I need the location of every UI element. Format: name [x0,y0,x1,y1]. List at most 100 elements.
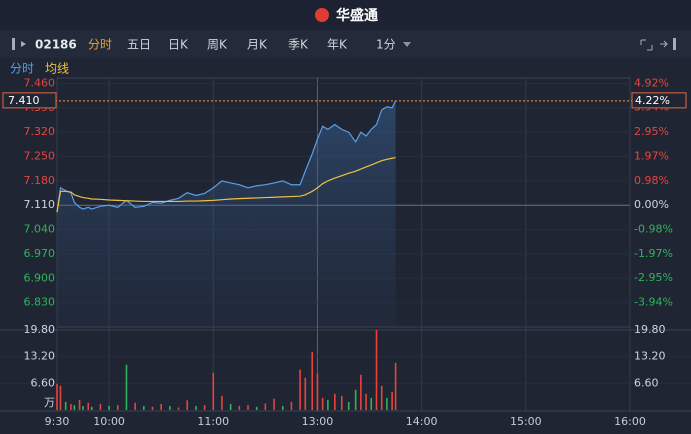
toolbar [0,30,691,58]
volume-bar [370,397,373,410]
volume-bar [87,402,90,410]
y-tick-label: 6.900 [24,271,56,284]
series-line [56,156,396,213]
y2-tick-label: 0.98% [634,174,669,187]
tab[interactable]: 季K [288,38,309,52]
y-tick-label: 7.110 [24,198,56,211]
tab[interactable]: 日K [168,38,189,52]
volume-bar [394,362,397,410]
volume-bar [255,406,258,410]
volume-bar [203,405,206,410]
y-tick-label: 19.80 [24,323,56,336]
y2-tick-label: -3.94% [634,296,673,309]
volume-bar [229,403,232,410]
volume-bar [99,403,102,410]
x-tick-label: 14:00 [406,415,438,428]
y-tick-label: 7.040 [24,223,56,236]
y2-tick-label: -0.98% [634,222,673,235]
tab[interactable]: 月K [247,38,268,52]
volume-bar [391,391,393,410]
price-area [57,100,396,328]
volume-bar [160,403,162,410]
volume-bar [264,403,267,410]
volume-bar [340,395,343,410]
y2-tick-label: 19.80 [634,323,666,336]
last-change-label: 4.22% [635,94,670,107]
volume-bar [247,405,249,410]
tab[interactable]: 分时 [88,38,112,52]
y-tick-label: 7.320 [24,125,56,138]
tab[interactable]: 周K [207,38,228,52]
y-tick-label: 7.460 [24,76,56,89]
volume-bar [304,377,307,410]
last-change-box [631,92,687,109]
legend-entry: 均线 [45,62,69,76]
volume-bar [311,351,314,410]
y-tick-label: 6.830 [24,296,56,309]
volume-bar [108,405,110,410]
y2-tick-label: 1.97% [634,149,669,162]
volume-bar [125,364,128,410]
top-bar [0,0,691,30]
brand: 华盛通 [336,7,378,24]
stock-code: 02186 [35,38,77,52]
volume-bar [360,374,362,410]
y2-tick-label: 4.92% [634,76,669,89]
volume-bar [186,400,189,410]
y-tick-label: 6.60 [31,376,56,389]
interval-select[interactable]: 1分 [376,38,396,52]
last-price-box [2,92,57,109]
y2-tick-label: -2.95% [634,271,673,284]
volume-bar [56,383,58,410]
y-tick-label: 7.180 [24,174,56,187]
volume-bar [78,399,81,410]
volume-bar [64,401,67,410]
volume-bar [143,405,145,410]
y-tick-label: 7.250 [24,150,56,163]
volume-bar [299,369,301,410]
fullscreen-icon[interactable] [640,39,653,51]
volume-bar [321,397,324,410]
unit-label: 万 [44,396,55,409]
volume-bar [238,405,241,410]
volume-bar [281,405,284,410]
volume-bar [134,402,136,410]
volume-bar [116,405,119,410]
volume-bar [347,401,350,410]
x-tick-label: 11:00 [197,415,229,428]
series-line [56,100,397,213]
x-tick-label: 16:00 [614,415,646,428]
expand-icon[interactable] [673,38,676,50]
volume-bar [151,406,154,410]
volume-bar [90,406,93,410]
volume-bar [386,397,388,410]
volume-bar [70,403,72,410]
volume-bar [212,372,215,410]
x-tick-label: 10:00 [93,415,125,428]
tab[interactable]: 年K [327,38,348,52]
collapse-arrow [21,41,26,47]
volume-bar [334,393,336,410]
brand-logo [315,8,329,22]
expand-arrow[interactable] [660,40,669,48]
volume-bar [177,407,180,410]
y2-tick-label: 13.20 [634,350,666,363]
volume-bar [169,405,171,410]
y2-tick-label: 0.00% [634,198,669,211]
legend-entry: 分时 [10,62,34,76]
x-tick-label: 13:00 [302,415,334,428]
dropdown-caret[interactable] [403,42,411,47]
collapse-icon[interactable] [12,38,15,50]
volume-bar [354,389,357,410]
volume-bar [73,405,76,410]
tab[interactable]: 五日 [127,38,151,52]
volume-bar [59,385,62,410]
volume-bar [316,373,319,410]
volume-bar [365,393,367,410]
last-price-label: 7.410 [8,94,40,107]
volume-bar [221,395,223,410]
x-tick-label: 15:00 [510,415,542,428]
x-tick-label: 9:30 [45,415,70,428]
